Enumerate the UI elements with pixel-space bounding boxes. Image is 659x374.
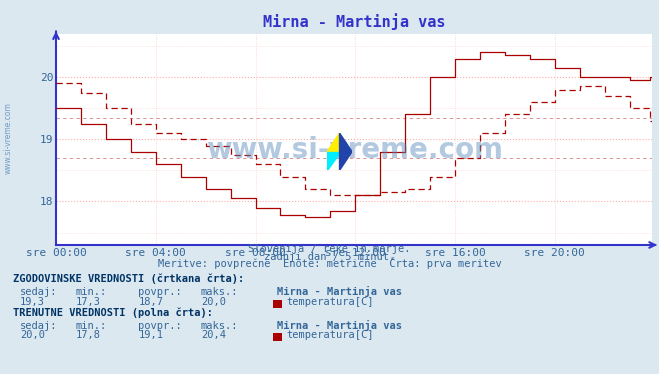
Text: povpr.:: povpr.: (138, 321, 182, 331)
Text: www.si-vreme.com: www.si-vreme.com (3, 102, 13, 174)
Text: temperatura[C]: temperatura[C] (287, 331, 374, 340)
Text: TRENUTNE VREDNOSTI (polna črta):: TRENUTNE VREDNOSTI (polna črta): (13, 307, 213, 318)
Text: ZGODOVINSKE VREDNOSTI (črtkana črta):: ZGODOVINSKE VREDNOSTI (črtkana črta): (13, 274, 244, 284)
Title: Mirna - Martinja vas: Mirna - Martinja vas (263, 13, 445, 30)
Polygon shape (327, 133, 339, 152)
Text: 17,3: 17,3 (76, 297, 101, 307)
Text: zadnji dan / 5 minut.: zadnji dan / 5 minut. (264, 252, 395, 262)
Text: 20,4: 20,4 (201, 331, 226, 340)
Text: Slovenija / reke in morje.: Slovenija / reke in morje. (248, 245, 411, 254)
Text: sedaj:: sedaj: (20, 288, 57, 297)
Text: www.si-vreme.com: www.si-vreme.com (206, 136, 503, 164)
Text: temperatura[C]: temperatura[C] (287, 297, 374, 307)
Text: 19,3: 19,3 (20, 297, 45, 307)
Text: sedaj:: sedaj: (20, 321, 57, 331)
Text: 18,7: 18,7 (138, 297, 163, 307)
Text: min.:: min.: (76, 321, 107, 331)
Text: Meritve: povprečne  Enote: metrične  Črta: prva meritev: Meritve: povprečne Enote: metrične Črta:… (158, 257, 501, 269)
Polygon shape (339, 133, 352, 171)
Text: 17,8: 17,8 (76, 331, 101, 340)
Text: Mirna - Martinja vas: Mirna - Martinja vas (277, 286, 402, 297)
Polygon shape (327, 152, 339, 171)
Text: maks.:: maks.: (201, 321, 239, 331)
Text: maks.:: maks.: (201, 288, 239, 297)
Text: 20,0: 20,0 (201, 297, 226, 307)
Text: 20,0: 20,0 (20, 331, 45, 340)
Text: min.:: min.: (76, 288, 107, 297)
Text: Mirna - Martinja vas: Mirna - Martinja vas (277, 320, 402, 331)
Text: 19,1: 19,1 (138, 331, 163, 340)
Text: povpr.:: povpr.: (138, 288, 182, 297)
